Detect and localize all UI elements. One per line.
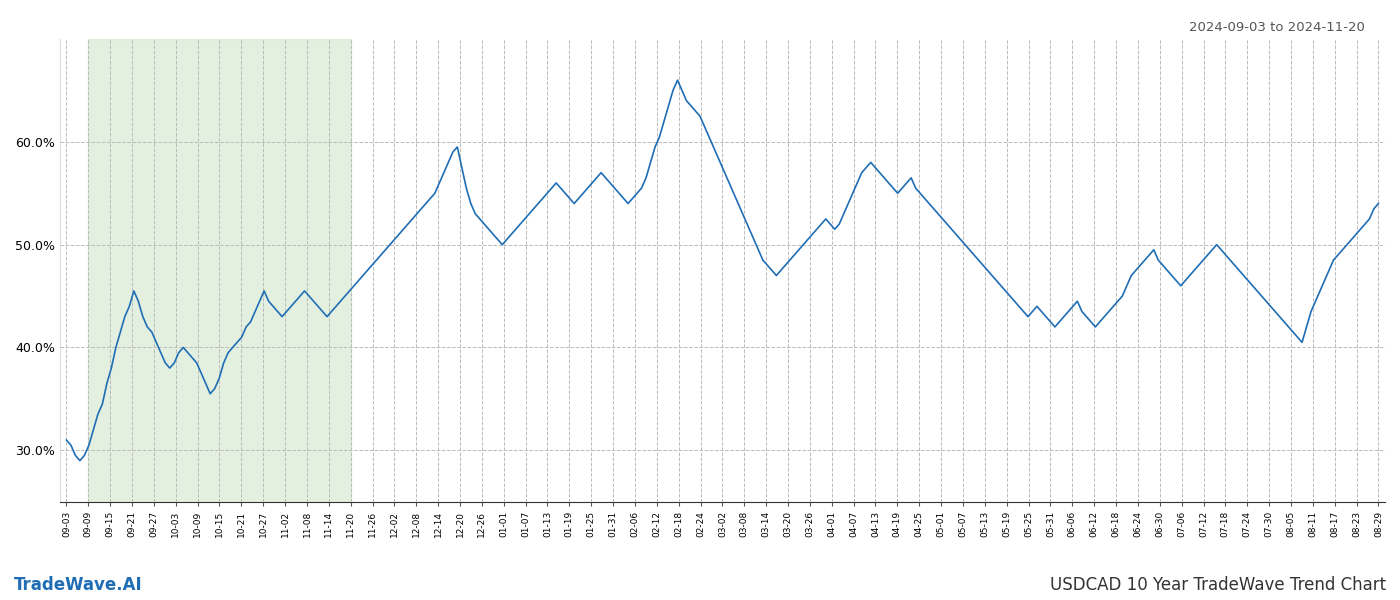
Bar [88,39,350,502]
Text: USDCAD 10 Year TradeWave Trend Chart: USDCAD 10 Year TradeWave Trend Chart [1050,576,1386,594]
Text: 2024-09-03 to 2024-11-20: 2024-09-03 to 2024-11-20 [1189,21,1365,34]
Text: TradeWave.AI: TradeWave.AI [14,576,143,594]
